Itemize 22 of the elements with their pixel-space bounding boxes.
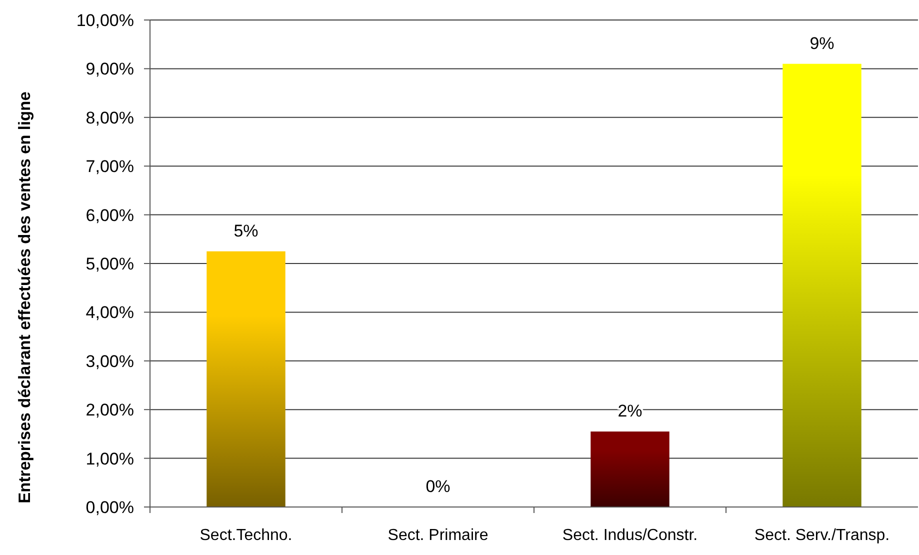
- y-tick-label: 4,00%: [86, 303, 134, 322]
- y-tick-label: 0,00%: [86, 498, 134, 517]
- x-tick-label: Sect. Serv./Transp.: [754, 527, 890, 544]
- x-tick-label: Sect. Primaire: [388, 527, 488, 544]
- x-tick-label: Sect.Techno.: [200, 527, 292, 544]
- y-tick-label: 6,00%: [86, 206, 134, 225]
- data-label: 5%: [234, 221, 258, 240]
- y-tick-label: 5,00%: [86, 254, 134, 274]
- y-tick-label: 2,00%: [86, 400, 134, 420]
- y-tick-label: 1,00%: [86, 449, 134, 468]
- bar: [206, 251, 286, 507]
- y-axis-title: Entreprises déclarant effectuées des ventes en ligne: [16, 92, 34, 504]
- data-label: 0%: [426, 477, 450, 496]
- y-tick-label: 10,00%: [76, 10, 134, 30]
- y-tick-label: 8,00%: [86, 108, 134, 128]
- bar: [782, 64, 862, 507]
- x-tick-label: Sect. Indus/Constr.: [562, 527, 698, 544]
- data-label: 9%: [810, 34, 834, 53]
- y-tick-label: 9,00%: [86, 60, 134, 79]
- y-tick-label: 3,00%: [86, 352, 134, 371]
- y-tick-label: 7,00%: [86, 157, 134, 176]
- bar: [590, 432, 670, 507]
